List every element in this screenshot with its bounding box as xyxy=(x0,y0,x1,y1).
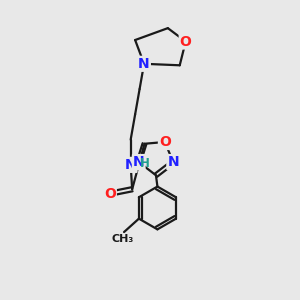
Text: N: N xyxy=(125,158,136,172)
Text: O: O xyxy=(159,135,171,149)
Text: H: H xyxy=(140,157,149,170)
Text: CH₃: CH₃ xyxy=(111,233,134,244)
Text: N: N xyxy=(167,155,179,169)
Text: N: N xyxy=(133,155,145,169)
Text: N: N xyxy=(138,57,150,71)
Text: O: O xyxy=(104,187,116,201)
Text: O: O xyxy=(180,34,192,49)
